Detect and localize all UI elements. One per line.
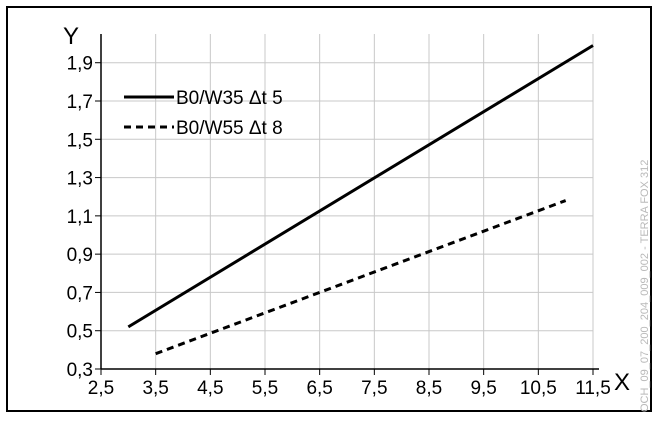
watermark-text: OCH_09_07_200_204_009_002 - TERRA FOX 31… [639,160,651,412]
legend-label-2: B0/W55 Δt 8 [176,118,283,139]
x-tick-label: 9,5 [470,378,496,399]
axes: 2,5 3,5 4,5 5,5 6,5 7,5 8,5 9,5 10,5 11,5 0,3 0,5 0,… [67,34,611,399]
x-axis-name: X [614,369,630,396]
y-tick-label: 0,9 [67,245,93,266]
series-line-1 [127,44,594,329]
y-tick-label: 0,5 [67,322,93,343]
x-tick-label: 5,5 [252,378,278,399]
legend-label-1: B0/W35 Δt 5 [176,88,283,109]
x-tick-label: 6,5 [306,378,332,399]
series-layer [127,44,594,356]
y-tick-label: 1,7 [67,92,93,113]
y-tick-label: 1,3 [67,169,93,190]
grid [101,34,594,369]
x-tick-label: 10,5 [520,378,557,399]
series-line-2 [155,199,567,356]
x-tick-label: 3,5 [142,378,168,399]
y-tick-label: 0,7 [67,283,93,304]
y-tick-label: 1,1 [67,207,93,228]
y-tick-label: 1,5 [67,130,93,151]
legend: B0/W35 Δt 5 B0/W55 Δt 8 [124,88,283,139]
y-tick-label: 1,9 [67,54,93,75]
x-tick-label: 2,5 [88,378,114,399]
x-tick-label: 11,5 [575,378,611,399]
x-tick-label: 8,5 [416,378,442,399]
chart-frame [6,6,652,412]
y-tick-label: 0,3 [67,360,93,381]
x-tick-label: 4,5 [197,378,223,399]
y-axis-name: Y [63,23,79,50]
x-tick-label: 7,5 [361,378,387,399]
